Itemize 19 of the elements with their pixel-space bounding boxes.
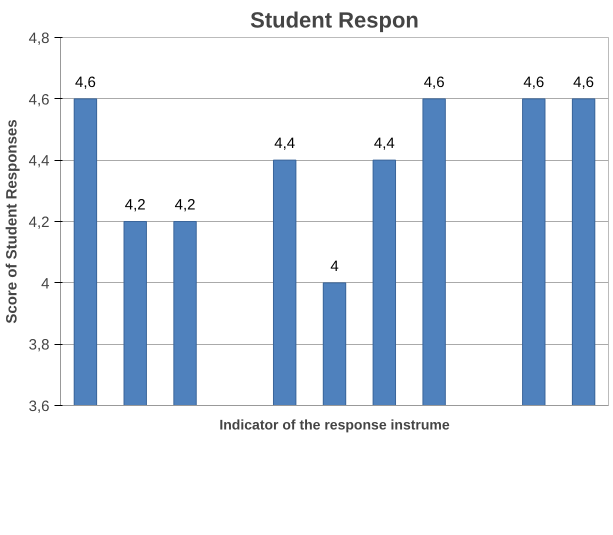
y-tick-label: 3,8 <box>28 336 50 354</box>
x-axis-title: Indicator of the response instrume <box>219 416 450 432</box>
data-label: 4,6 <box>523 74 544 91</box>
data-label: 4,2 <box>174 196 196 214</box>
y-tick-label: 4,2 <box>28 214 50 231</box>
data-label: 4,6 <box>74 74 96 91</box>
y-axis-title: Score of Student Responses <box>4 119 21 324</box>
data-label: 4,6 <box>424 74 445 91</box>
y-tick-label: 4 <box>41 275 50 292</box>
data-label: 4,4 <box>274 135 296 152</box>
y-tick-label: 4,6 <box>28 91 50 108</box>
data-label: 4 <box>330 258 339 275</box>
y-tick-label: 3,6 <box>28 398 50 415</box>
data-label: 4,2 <box>124 196 146 214</box>
data-label: 4,6 <box>573 74 594 91</box>
y-tick-label: 4,4 <box>28 152 50 170</box>
y-tick-label: 4,8 <box>28 30 50 47</box>
data-label: 4,4 <box>374 135 395 152</box>
chart-title: Student Respon <box>250 8 419 32</box>
